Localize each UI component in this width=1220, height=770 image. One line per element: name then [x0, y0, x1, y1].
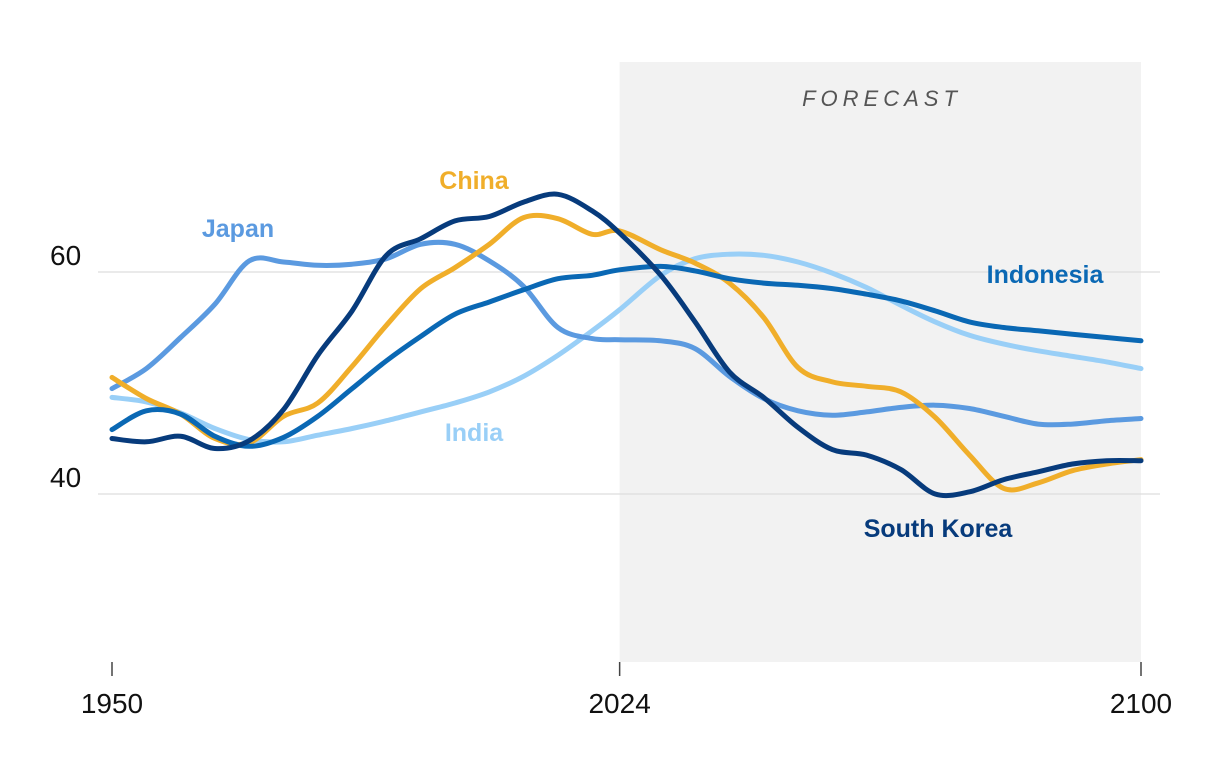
- x-tick-label-2024: 2024: [588, 688, 650, 719]
- forecast-label: FORECAST: [802, 86, 962, 111]
- y-tick-label-60: 60: [50, 240, 81, 271]
- series-label-india: India: [445, 419, 504, 447]
- x-tick-label-2100: 2100: [1110, 688, 1172, 719]
- series-label-south-korea: South Korea: [864, 515, 1014, 543]
- y-tick-label-40: 40: [50, 462, 81, 493]
- series-line-indonesia: [109, 263, 1144, 449]
- series-line-south-korea: [109, 191, 1144, 499]
- x-tick-label-1950: 1950: [81, 688, 143, 719]
- series-label-indonesia: Indonesia: [987, 261, 1105, 289]
- series-lines: [109, 191, 1144, 499]
- series-label-japan: Japan: [202, 215, 274, 243]
- series-line-india: [109, 251, 1144, 445]
- series-label-china: China: [439, 167, 510, 195]
- forecast-region: [619, 62, 1141, 662]
- series-line-japan: [109, 239, 1144, 428]
